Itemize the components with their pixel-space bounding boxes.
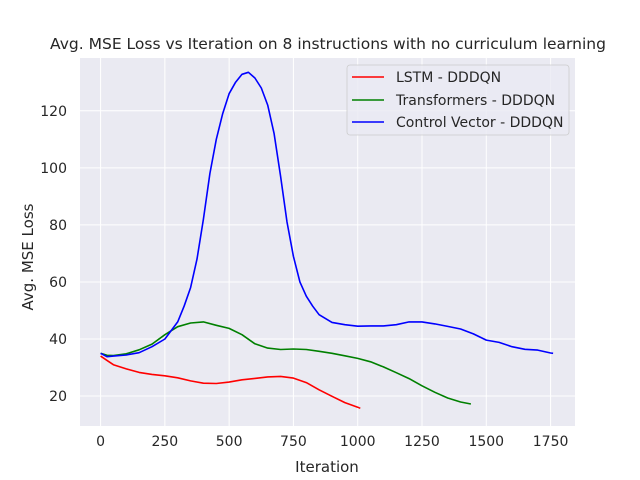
- legend: LSTM - DDDQN Transformers - DDDQN Contro…: [346, 64, 570, 136]
- y-tick-label: 100: [40, 161, 67, 177]
- x-tick-label: 0: [96, 434, 105, 450]
- y-tick-label: 20: [49, 389, 67, 405]
- y-tick-label: 60: [49, 275, 67, 291]
- y-tick-label: 80: [49, 218, 67, 234]
- x-tick-label: 1750: [533, 434, 569, 450]
- y-tick-labels: 20 40 60 80 100 120: [40, 104, 67, 405]
- legend-box: [346, 64, 570, 136]
- y-axis-label: Avg. MSE Loss: [19, 203, 37, 310]
- y-tick-label: 40: [49, 332, 67, 348]
- x-tick-label: 750: [280, 434, 307, 450]
- chart-title: Avg. MSE Loss vs Iteration on 8 instruct…: [50, 35, 606, 53]
- x-axis-label: Iteration: [295, 458, 359, 476]
- x-tick-label: 500: [216, 434, 243, 450]
- x-tick-label: 1500: [468, 434, 504, 450]
- x-tick-labels: 0 250 500 750 1000 1250 1500 1750: [96, 434, 568, 450]
- legend-label-control-vector: Control Vector - DDDQN: [396, 115, 563, 131]
- x-tick-label: 1000: [340, 434, 376, 450]
- series-line-lstm: [100, 355, 361, 410]
- x-tick-label: 250: [151, 434, 178, 450]
- series-line-transformers: [100, 321, 472, 405]
- legend-label-transformers: Transformers - DDDQN: [395, 93, 555, 109]
- series-lines: [100, 71, 554, 410]
- x-tick-label: 1250: [404, 434, 440, 450]
- series-line-control-vector: [100, 71, 554, 358]
- y-tick-label: 120: [40, 104, 67, 120]
- legend-label-lstm: LSTM - DDDQN: [396, 70, 501, 86]
